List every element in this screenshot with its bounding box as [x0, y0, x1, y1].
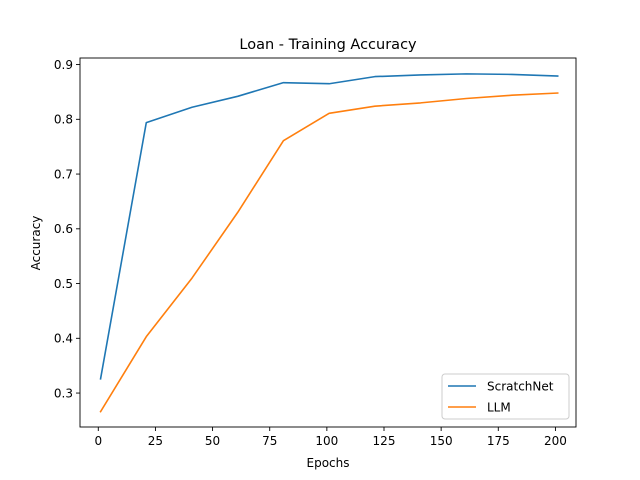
- series-line-2: [99, 92, 559, 413]
- plot-frame: [79, 57, 577, 428]
- y-tick-label: 0.3: [54, 386, 73, 400]
- x-tick-label: 50: [205, 434, 220, 448]
- x-axis-label: Epochs: [307, 456, 350, 470]
- y-axis-label: Accuracy: [29, 216, 43, 271]
- legend-label-2: LLM: [487, 400, 511, 414]
- y-tick-label: 0.7: [54, 167, 73, 181]
- y-tick-label: 0.9: [54, 58, 73, 72]
- y-tick-label: 0.4: [54, 332, 73, 346]
- x-tick-label: 25: [148, 434, 163, 448]
- x-tick-label: 125: [373, 434, 396, 448]
- legend: ScratchNet LLM: [441, 373, 570, 420]
- x-tick-label: 200: [544, 434, 567, 448]
- x-tick-label: 175: [487, 434, 510, 448]
- plot-area: 0 25 50 75 100 125 150 175 200 0.3 0.4 0.5 0.6 0.7 0.8…: [54, 57, 577, 448]
- x-tick-label: 100: [315, 434, 338, 448]
- series-line-1: [99, 73, 559, 380]
- x-tick-label: 75: [262, 434, 277, 448]
- y-tick-label: 0.5: [54, 277, 73, 291]
- x-tick-label: 0: [94, 434, 102, 448]
- x-tick-label: 150: [430, 434, 453, 448]
- y-tick-label: 0.8: [54, 113, 73, 127]
- legend-label-1: ScratchNet: [487, 379, 554, 393]
- chart-title: Loan - Training Accuracy: [239, 37, 417, 53]
- y-tick-label: 0.6: [54, 222, 73, 236]
